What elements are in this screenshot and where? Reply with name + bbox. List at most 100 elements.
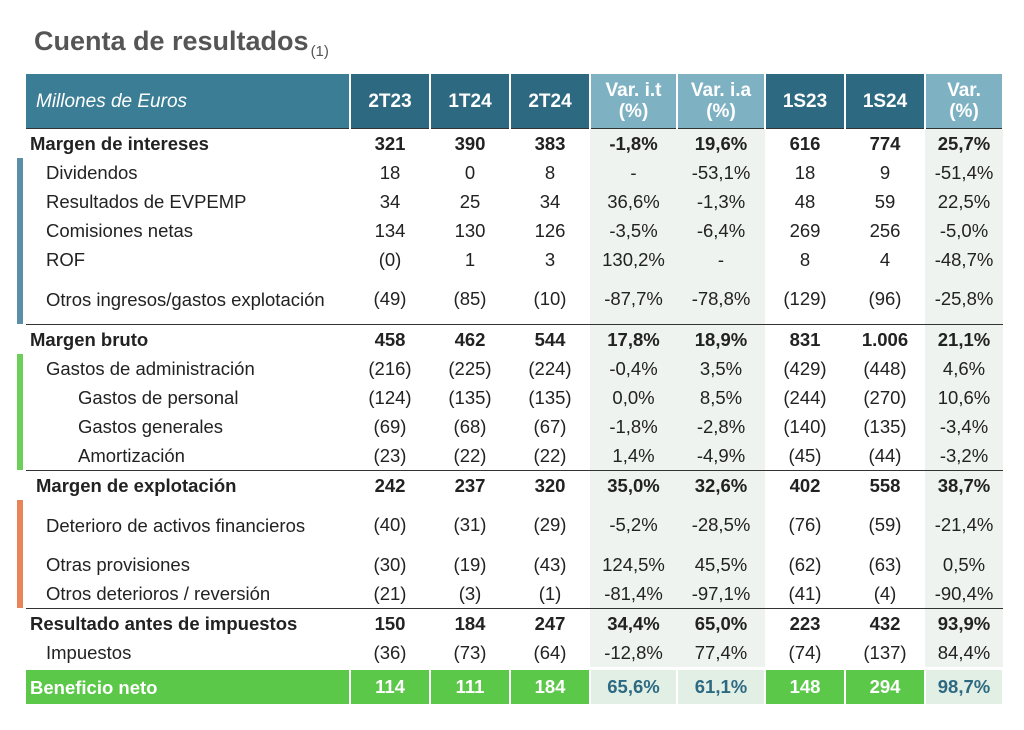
table-row: Amortización (23) (22) (22) 1,4% -4,9% (45) (44… — [17, 441, 1003, 471]
cell: (1) — [538, 582, 562, 604]
cell: (137) — [863, 641, 907, 663]
cell: 0,0% — [590, 383, 677, 412]
row-label: Gastos de administración — [17, 354, 350, 383]
cell: (23) — [373, 444, 407, 466]
cell: (22) — [533, 444, 567, 466]
cell: 21,1% — [925, 324, 1003, 354]
cell: 25,7% — [925, 128, 1003, 158]
cell: -87,7% — [590, 274, 677, 325]
cell: 18 — [794, 161, 816, 183]
cell: 98,7% — [925, 667, 1004, 704]
cell: -1,3% — [677, 187, 765, 216]
row-label: Otros ingresos/gastos explotación — [17, 274, 350, 325]
cell: 256 — [869, 219, 901, 241]
table-row: Otras provisiones (30) (19) (43) 124,5% 45,5%… — [17, 550, 1003, 579]
cell: -90,4% — [925, 579, 1003, 609]
cell: 831 — [765, 324, 845, 354]
cell: 458 — [350, 324, 430, 354]
cell: (31) — [453, 514, 487, 535]
cell: 558 — [845, 470, 925, 500]
row-label: Impuestos — [46, 642, 132, 663]
cell: (270) — [863, 386, 907, 408]
column-header: 2T23 — [350, 74, 431, 129]
cell: (69) — [373, 415, 407, 437]
cell: 184 — [510, 667, 591, 704]
cell: -6,4% — [677, 216, 765, 245]
cell: 3 — [544, 248, 556, 270]
cell: 130 — [454, 219, 486, 241]
cell: 247 — [510, 608, 590, 638]
cell: 130,2% — [590, 245, 677, 274]
column-header: Var. i.a (%) — [677, 74, 766, 129]
cell: 45,5% — [677, 550, 765, 579]
row-label: Amortización — [17, 441, 350, 471]
cell: (448) — [863, 357, 907, 379]
cell: 34 — [379, 190, 401, 212]
row-label: Gastos generales — [17, 412, 350, 441]
cell: (124) — [368, 386, 412, 408]
cell: -51,4% — [925, 158, 1003, 187]
cell: (36) — [373, 641, 407, 663]
cell: (74) — [788, 641, 822, 663]
table-row: Gastos generales (69) (68) (67) -1,8% -2,8% (1… — [17, 412, 1003, 441]
cell: 126 — [534, 219, 566, 241]
cell: 134 — [374, 219, 406, 241]
cell: (22) — [453, 444, 487, 466]
cell: 150 — [350, 608, 430, 638]
cell: (21) — [373, 582, 407, 604]
cell: (40) — [373, 514, 407, 535]
cell: 320 — [510, 470, 590, 500]
cell: 22,5% — [925, 187, 1003, 216]
column-header: Var. i.t (%) — [590, 74, 678, 129]
cell: (135) — [448, 386, 492, 408]
cell: 402 — [765, 470, 845, 500]
results-table: Millones de Euros 2T23 1T24 2T24 Var. i.t (%… — [17, 74, 1004, 704]
cell: (4) — [873, 582, 897, 604]
row-label: Comisiones netas — [17, 216, 350, 245]
cell: -3,4% — [925, 412, 1003, 441]
cell: -1,8% — [590, 412, 677, 441]
cell: -3,5% — [590, 216, 677, 245]
cell: (429) — [783, 357, 827, 379]
column-header: 1T24 — [430, 74, 511, 129]
row-label: Otras provisiones — [17, 550, 350, 579]
title: Cuenta de resultados (1) — [34, 26, 329, 60]
table-row: Beneficio neto 114 111 184 65,6% 61,1% 148 294 9… — [26, 667, 1004, 704]
table-row: ROF (0) 1 3 130,2% - 8 4 -48,7% — [17, 245, 1003, 274]
column-header: 1S24 — [845, 74, 926, 129]
table-row: Comisiones netas 134 130 126 -3,5% -6,4% 269 25… — [17, 216, 1003, 245]
cell: 36,6% — [590, 187, 677, 216]
row-label: ROF — [17, 245, 350, 274]
row-label: Margen de explotación — [26, 470, 350, 500]
cell: -12,8% — [590, 638, 677, 669]
table-row: Resultados de EVPEMP 34 25 34 36,6% -1,3% 48 59… — [17, 187, 1003, 216]
cell: 8 — [799, 248, 811, 270]
column-header: Var. (%) — [925, 74, 1004, 129]
cell: -78,8% — [677, 274, 765, 325]
cell: (45) — [788, 444, 822, 466]
cell: (129) — [783, 288, 827, 309]
cell: (59) — [868, 514, 902, 535]
cell: (76) — [788, 514, 822, 535]
cell: 84,4% — [925, 638, 1003, 669]
cell: 17,8% — [590, 324, 677, 354]
table-row: Margen de explotación 242 237 320 35,0% 32,6%… — [26, 470, 1003, 500]
cell: (49) — [373, 288, 407, 309]
table-row: Dividendos 18 0 8 - -53,1% 18 9 -51,4% — [17, 158, 1003, 187]
cell: 93,9% — [925, 608, 1003, 638]
cell: 223 — [765, 608, 845, 638]
cell: 294 — [845, 667, 926, 704]
cell: 65,0% — [677, 608, 765, 638]
cell: -48,7% — [925, 245, 1003, 274]
cell: (0) — [378, 248, 402, 270]
cell: 616 — [765, 128, 845, 158]
cell: -25,8% — [925, 274, 1003, 325]
cell: -5,0% — [925, 216, 1003, 245]
cell: -28,5% — [677, 500, 765, 550]
cell: -53,1% — [677, 158, 765, 187]
cell: (43) — [533, 553, 567, 575]
cell: 242 — [350, 470, 430, 500]
cell: 8,5% — [677, 383, 765, 412]
cell: (41) — [788, 582, 822, 604]
